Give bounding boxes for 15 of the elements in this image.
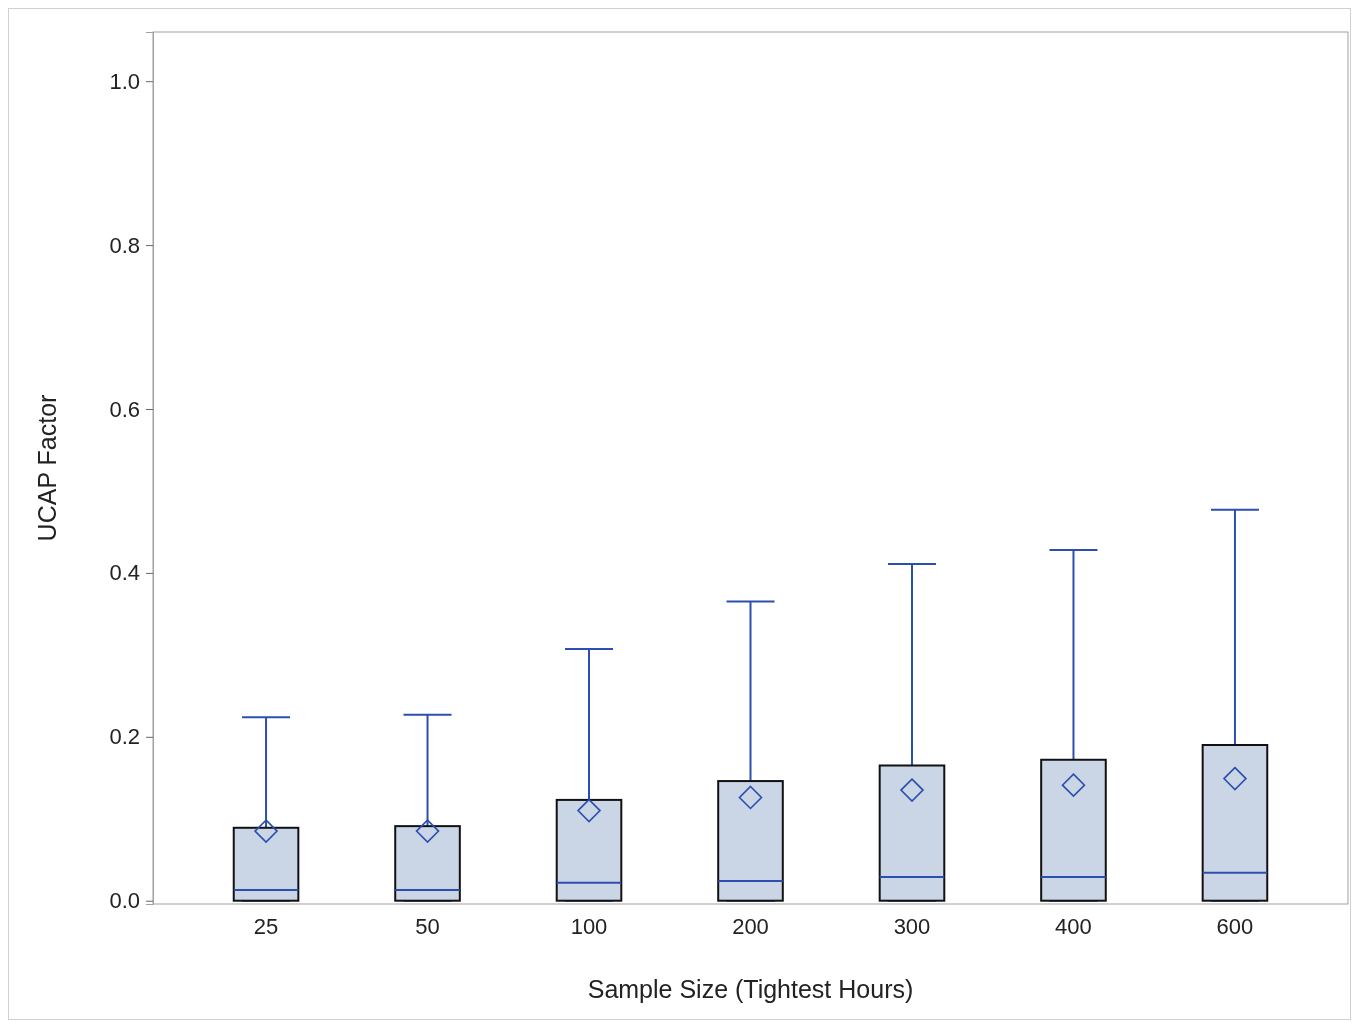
x-tick-label: 400 bbox=[1055, 913, 1092, 939]
x-axis-title: Sample Size (Tightest Hours) bbox=[587, 975, 914, 1003]
x-tick-label: 300 bbox=[893, 913, 931, 939]
y-tick-label: 0.0 bbox=[109, 888, 140, 914]
x-tick-label: 100 bbox=[570, 913, 608, 939]
y-tick-label: 0.8 bbox=[109, 232, 140, 258]
y-tick-label: 1.0 bbox=[109, 68, 140, 94]
x-tick-label: 25 bbox=[253, 913, 279, 939]
y-tick-label: 0.2 bbox=[109, 724, 140, 750]
x-tick-label: 600 bbox=[1216, 913, 1254, 939]
y-tick-label: 0.6 bbox=[109, 396, 140, 422]
x-tick-label: 50 bbox=[415, 913, 440, 939]
x-tick-label: 200 bbox=[732, 913, 769, 939]
y-axis-title: UCAP Factor bbox=[33, 394, 61, 542]
y-tick-label: 0.4 bbox=[109, 560, 140, 586]
